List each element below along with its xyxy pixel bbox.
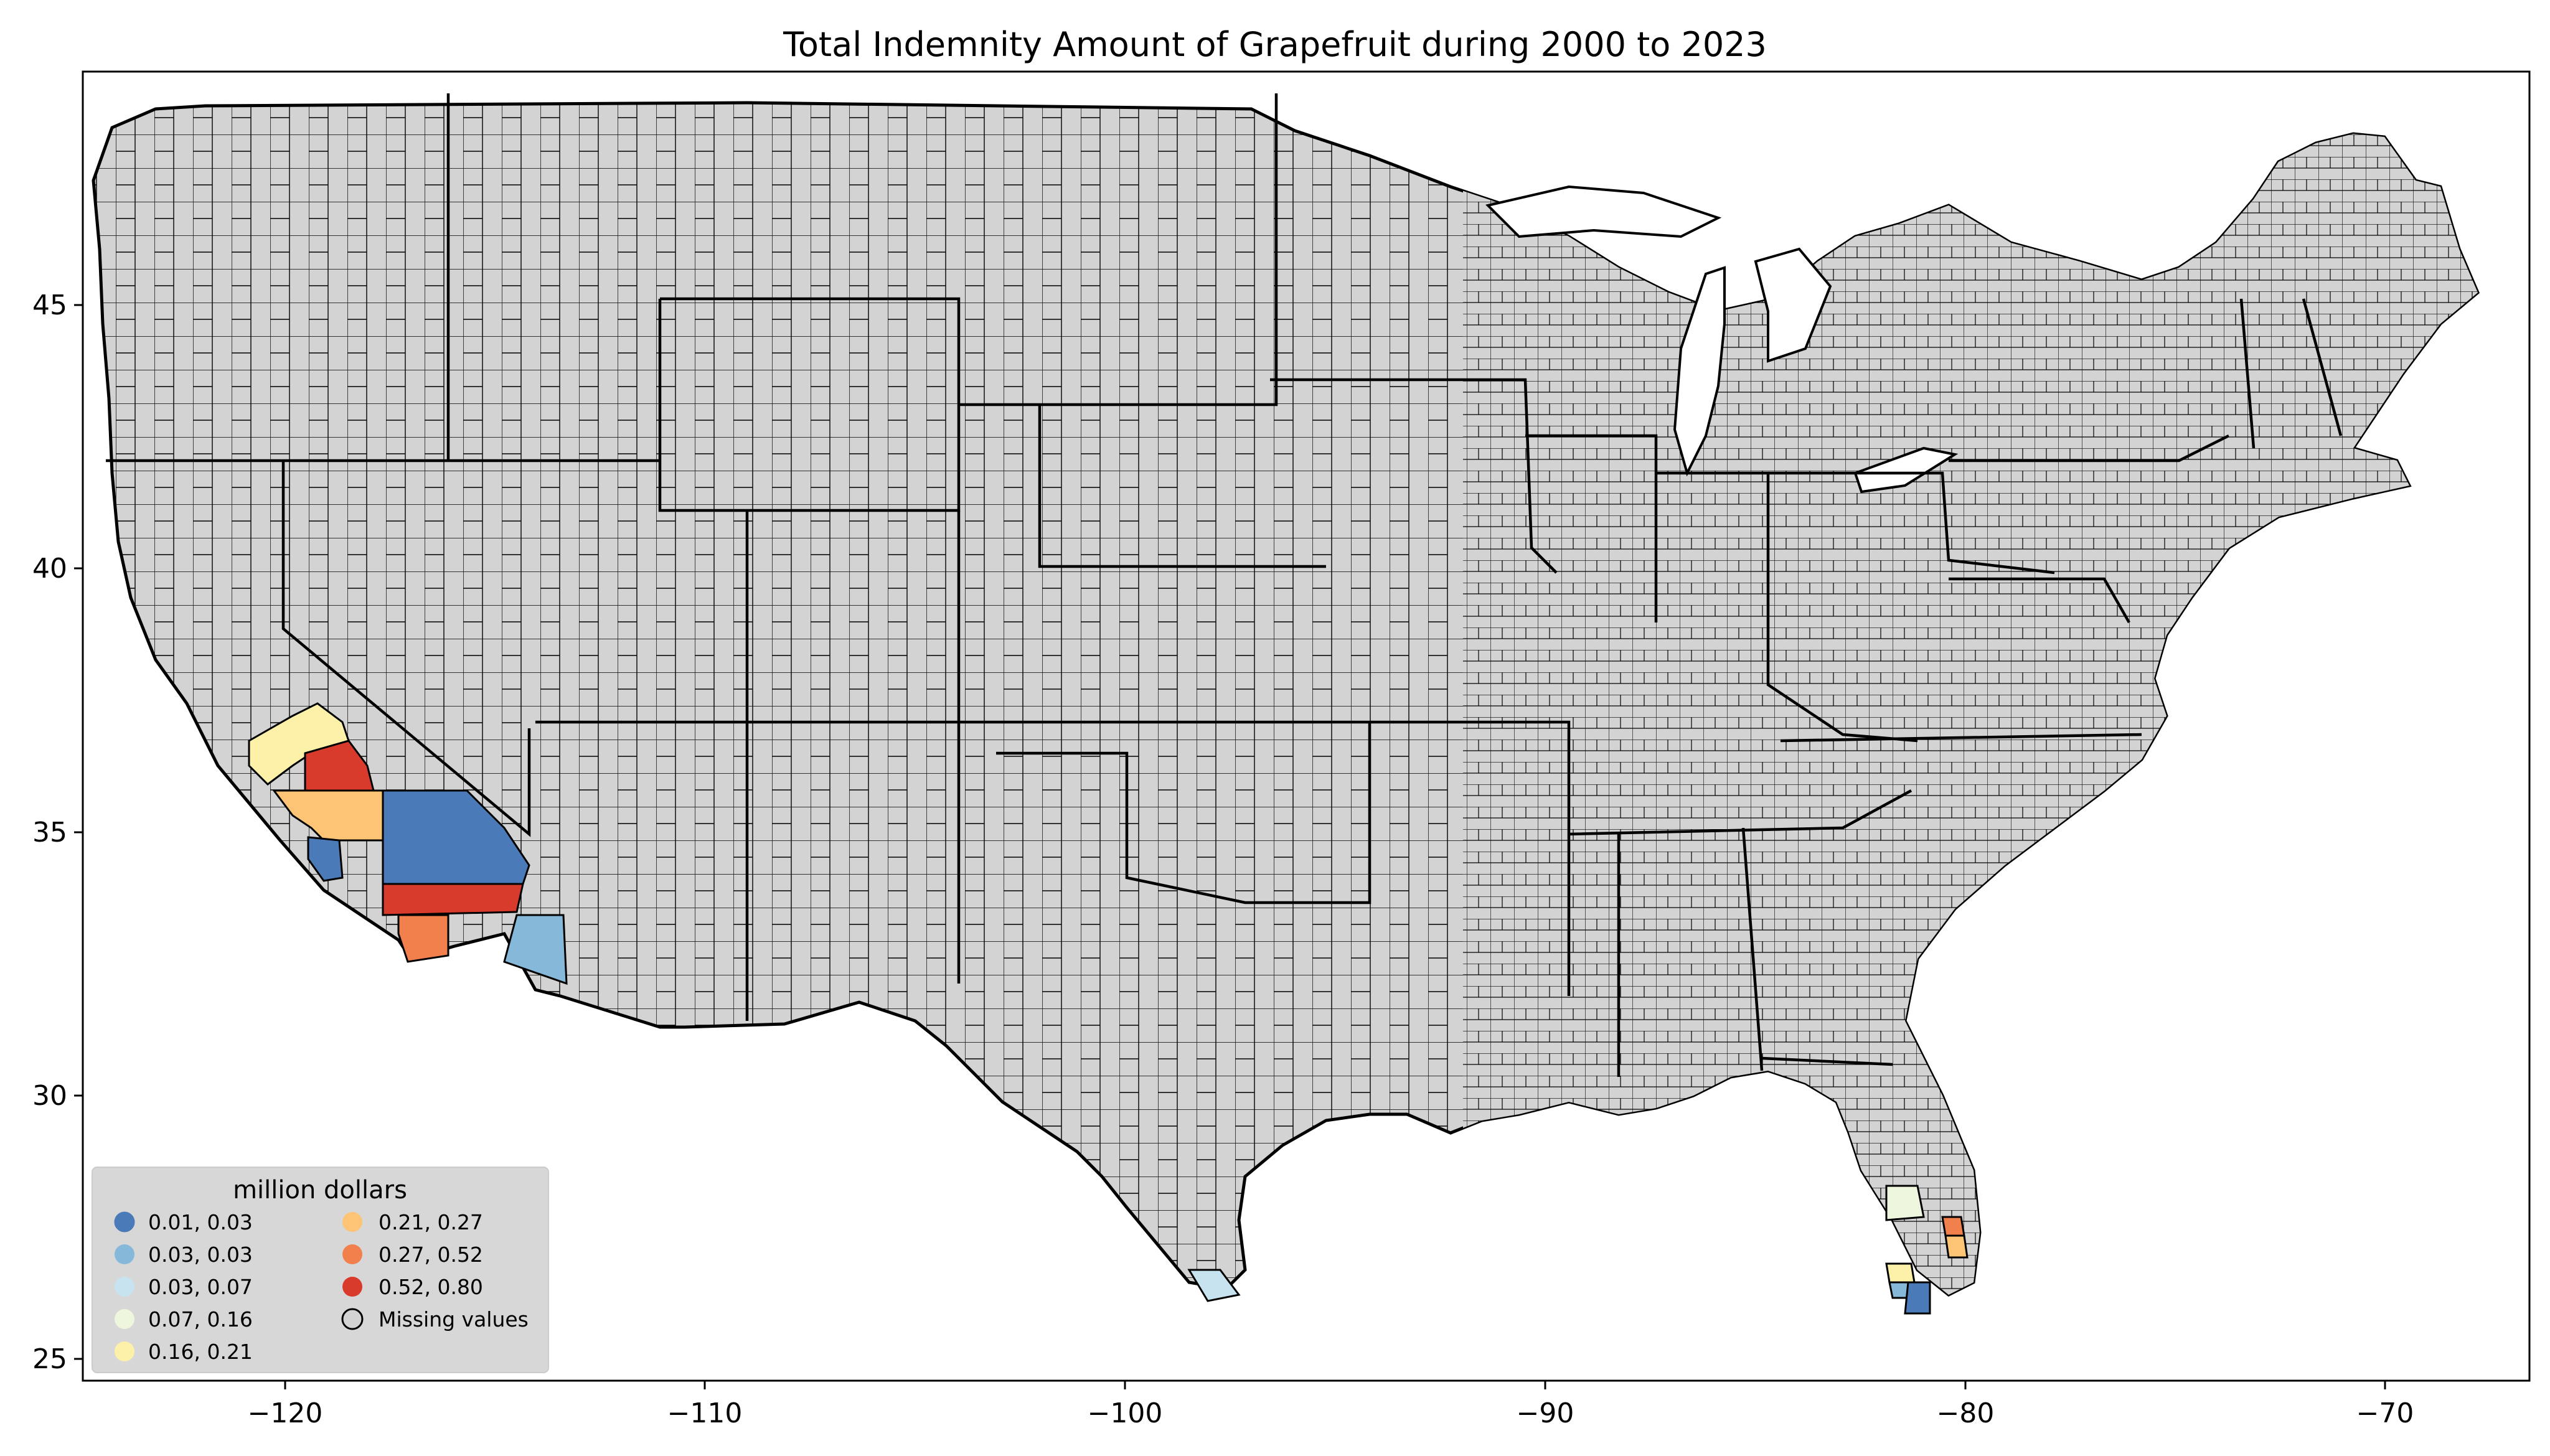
highlighted-counties [248,702,1969,1315]
x-tick-label: −80 [1937,1397,1995,1429]
county-san-diego [397,914,449,963]
legend-swatch [115,1341,134,1361]
x-tick-label: −120 [248,1397,323,1429]
county-riverside [382,883,524,916]
y-tick-label: 30 [32,1080,67,1112]
county-polk [1885,1185,1925,1221]
chart-title: Total Indemnity Amount of Grapefruit dur… [783,25,1767,64]
x-tick-label: −100 [1088,1397,1163,1429]
y-tick-label: 35 [32,817,67,848]
county-collier [1904,1281,1931,1315]
legend-swatch [114,1211,135,1233]
x-axis: −120 −110 −100 −90 −80 −70 [248,1381,2414,1429]
lake-erie [1853,446,1959,494]
legend-swatch [342,1277,362,1297]
lake-huron [1754,247,1832,363]
legend-label: 0.03, 0.07 [148,1275,253,1299]
legend-box [92,1167,549,1373]
county-lee [1888,1281,1909,1299]
legend-label: 0.52, 0.80 [379,1275,483,1299]
county-st-lucie [1944,1234,1969,1259]
lake-superior [1485,185,1722,238]
legend-label: 0.16, 0.21 [148,1340,253,1364]
legend-label: 0.01, 0.03 [148,1210,253,1234]
legend-swatch-missing [341,1308,364,1330]
county-hidalgo [1187,1269,1241,1302]
legend-label: 0.03, 0.03 [148,1242,253,1267]
county-yuma [503,914,568,985]
county-indian-river [1941,1216,1965,1237]
legend-swatch [342,1244,362,1264]
y-tick-label: 25 [32,1343,67,1375]
county-hendry [1885,1262,1916,1284]
x-tick-label: −90 [1517,1397,1574,1429]
legend-label: 0.21, 0.27 [379,1210,483,1234]
x-tick-label: −70 [2356,1397,2414,1429]
y-tick-label: 40 [32,553,67,585]
legend-swatch [115,1277,134,1297]
y-tick-label: 45 [32,289,67,321]
x-tick-label: −110 [667,1397,743,1429]
lake-michigan [1673,266,1726,477]
legend-label: 0.27, 0.52 [379,1242,483,1267]
legend-label: 0.07, 0.16 [148,1307,253,1332]
legend-swatch [115,1244,134,1264]
legend-title: million dollars [233,1176,407,1205]
legend-label: Missing values [379,1307,529,1332]
county-tulare [304,740,375,792]
y-axis: 25 30 35 40 45 [32,289,83,1375]
county-ventura [307,836,344,882]
state-boundaries [106,93,2343,1077]
legend-swatch [115,1309,134,1329]
legend-swatch [342,1212,362,1232]
legend: million dollars 0.01, 0.03 0.03, 0.03 0.… [92,1167,549,1373]
